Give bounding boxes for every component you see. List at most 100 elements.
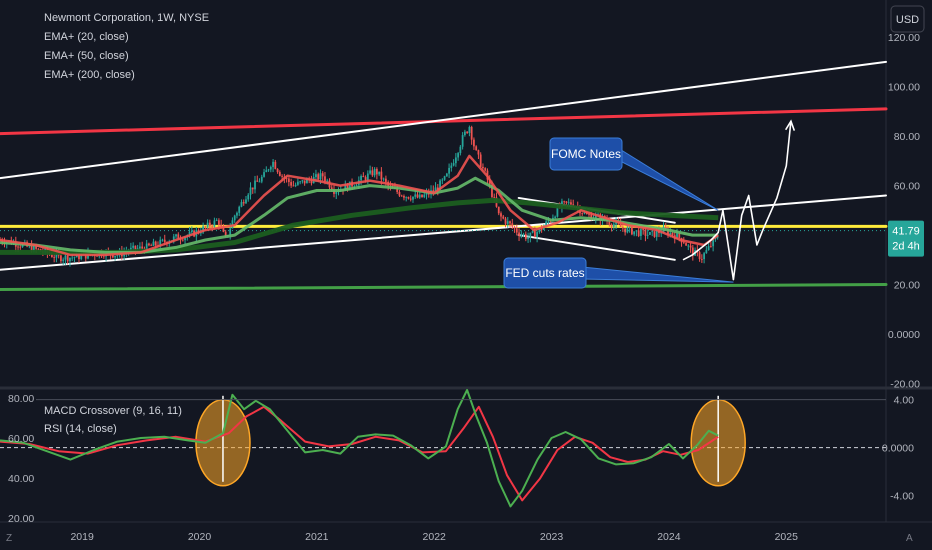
candle-body [631, 227, 633, 235]
legend-rsi[interactable]: RSI (14, close) [44, 423, 117, 435]
candle-body [254, 181, 256, 190]
candle-body [523, 234, 525, 235]
candle-body [640, 229, 642, 236]
rsi-tick-label: 60.00 [8, 433, 34, 445]
candle-body [362, 176, 364, 177]
price-tick-label: -20.00 [890, 379, 920, 391]
candle-body [417, 194, 419, 197]
candle-body [245, 199, 247, 203]
candle-body [320, 173, 322, 179]
main-pane[interactable] [0, 0, 886, 386]
candle-body [651, 231, 653, 232]
candle-body [708, 246, 710, 250]
candle-body [62, 260, 64, 262]
candle-body [444, 176, 446, 179]
candle-body [473, 140, 475, 147]
candle-body [385, 179, 387, 182]
candle-body [421, 195, 423, 197]
candle-body [441, 180, 443, 181]
rsi-tick-label: 40.00 [8, 473, 34, 485]
candle-body [376, 169, 378, 174]
candle-body [324, 176, 326, 181]
candle-body [191, 231, 193, 232]
candle-body [290, 182, 292, 186]
rsi-tick-label: 80.00 [8, 393, 34, 405]
candle-body [297, 182, 299, 185]
candle-body [374, 169, 376, 175]
fomc-notes-callout-text: FOMC Notes [551, 147, 621, 161]
time-tick-label: 2020 [188, 531, 212, 543]
candle-body [701, 259, 703, 260]
candle-body [685, 243, 687, 246]
candle-body [261, 177, 263, 182]
candle-body [401, 196, 403, 197]
price-tick-label: 80.00 [894, 131, 920, 143]
candle-body [534, 231, 536, 237]
time-axis[interactable]: 2019 2020 2021 2022 2023 2024 2025 [70, 531, 798, 543]
candle-body [369, 170, 371, 173]
candle-body [455, 157, 457, 163]
candle-body [498, 207, 500, 214]
candle-body [484, 168, 486, 171]
macd-tick-label: 0.0000 [882, 443, 914, 455]
candle-body [645, 230, 647, 236]
fed-cuts-callout-text: FED cuts rates [505, 266, 584, 280]
candle-body [654, 231, 656, 237]
candle-body [419, 195, 421, 198]
candle-body [516, 228, 518, 232]
candle-body [446, 174, 448, 177]
candle-body [265, 170, 267, 172]
candle-body [292, 186, 294, 187]
candle-body [204, 226, 206, 227]
candle-body [568, 202, 570, 203]
price-tick-label: 0.0000 [888, 329, 920, 341]
candle-body [475, 146, 477, 150]
candle-body [378, 172, 380, 175]
candle-body [238, 207, 240, 213]
candle-body [60, 255, 62, 261]
candle-body [71, 258, 73, 259]
candle-body [53, 257, 55, 258]
currency-button-label[interactable]: USD [896, 14, 919, 26]
candle-body [229, 228, 231, 235]
candle-body [466, 132, 468, 133]
candle-body [234, 216, 236, 221]
time-tick-label: 2025 [775, 531, 799, 543]
legend-ema-20[interactable]: EMA+ (20, close) [44, 31, 129, 43]
candle-body [566, 201, 568, 202]
candle-body [408, 197, 410, 199]
candle-body [67, 255, 69, 261]
chart-title: Newmont Corporation, 1W, NYSE [44, 12, 209, 24]
candle-body [132, 246, 134, 248]
candle-body [410, 199, 412, 200]
candle-body [478, 150, 480, 154]
candle-body [536, 232, 538, 237]
candle-body [423, 195, 425, 197]
candle-body [633, 231, 635, 234]
corner-right-glyph[interactable]: A [906, 533, 913, 544]
candle-body [69, 258, 71, 261]
candle-body [299, 181, 301, 182]
legend-macd[interactable]: MACD Crossover (9, 16, 11) [44, 405, 182, 417]
candle-body [270, 167, 272, 170]
legend-ema-200[interactable]: EMA+ (200, close) [44, 69, 135, 81]
corner-left-glyph[interactable]: Z [6, 533, 12, 544]
candle-body [164, 240, 166, 242]
candle-body [647, 235, 649, 236]
price-axis[interactable]: 120.00100.0080.0060.0040.0020.000.0000-2… [888, 32, 920, 390]
candle-body [525, 234, 527, 239]
candle-body [608, 221, 610, 224]
candle-body [155, 242, 157, 246]
candle-body [268, 170, 270, 171]
candle-body [356, 185, 358, 186]
candle-body [482, 167, 484, 168]
candle-body [613, 224, 615, 227]
candle-body [51, 255, 53, 257]
candle-body [626, 228, 628, 233]
candle-body [365, 177, 367, 180]
candle-body [250, 188, 252, 195]
legend-ema-50[interactable]: EMA+ (50, close) [44, 50, 129, 62]
rsi-tick-label: 20.00 [8, 513, 34, 525]
candle-body [367, 174, 369, 180]
